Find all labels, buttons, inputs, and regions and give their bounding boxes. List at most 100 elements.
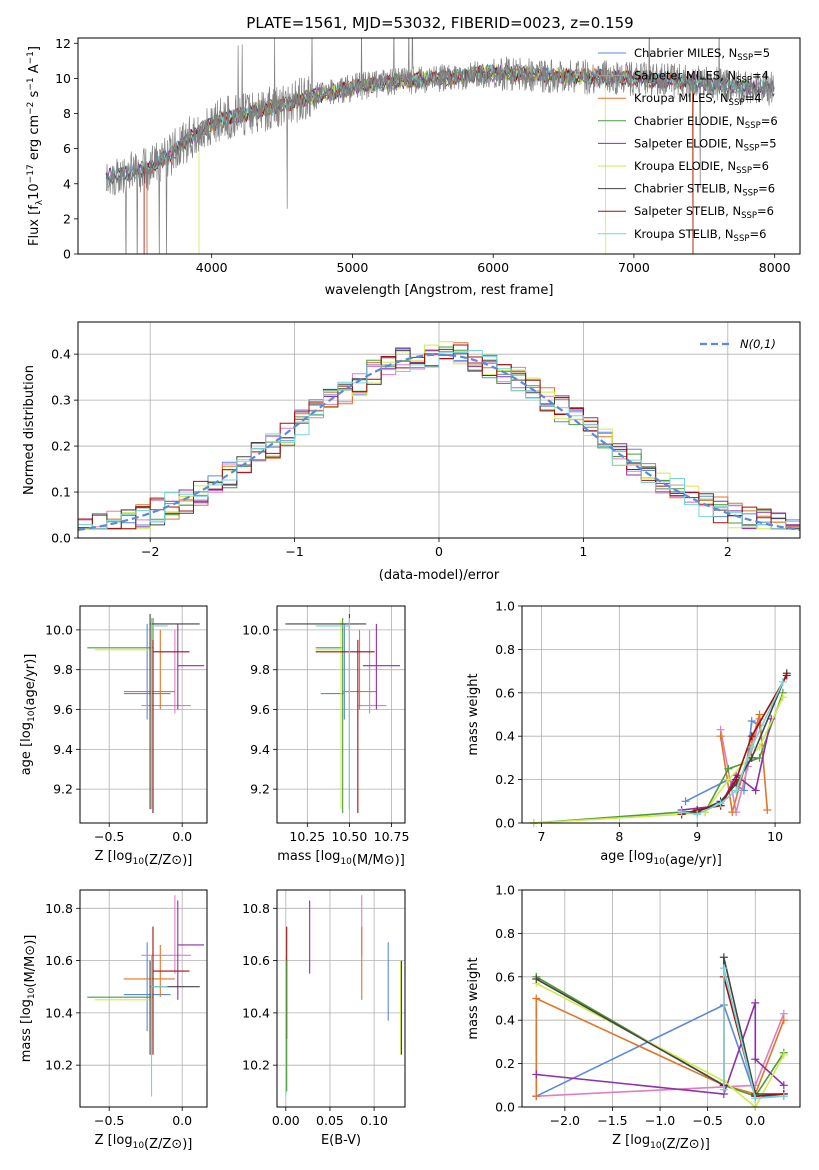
x-tick-label: 0.00 <box>272 1113 300 1128</box>
mass-weight-marker <box>728 808 737 817</box>
y-tick-label: 10.4 <box>242 1005 270 1020</box>
mass-weight-line <box>723 967 784 1100</box>
axes-frame <box>79 889 208 1108</box>
y-tick-label: 9.6 <box>53 702 73 717</box>
x-tick-label: 0.0 <box>745 1113 765 1128</box>
model-spectrum-line <box>143 64 694 254</box>
axes-frame <box>521 889 801 1108</box>
mass-weight-marker <box>751 786 760 795</box>
y-tick-label: 0.4 <box>51 347 71 362</box>
y-tick-label: 10.2 <box>242 1058 270 1073</box>
x-tick-label: −0.5 <box>94 1113 124 1128</box>
x-tick-label: −0.5 <box>94 829 124 844</box>
mass-weight-marker <box>747 717 756 726</box>
axes-frame <box>77 321 801 539</box>
y-tick-label: 9.2 <box>53 782 73 797</box>
x-tick-label: 0.0 <box>172 1113 192 1128</box>
x-tick-label: 10.75 <box>374 829 410 844</box>
y-tick-label: 12 <box>55 36 71 51</box>
y-tick-label: 4 <box>63 176 71 191</box>
y-tick-label: 0.2 <box>495 772 515 787</box>
axes-frame <box>77 37 801 255</box>
y-tick-label: 0.3 <box>51 393 71 408</box>
y-axis-label: Flux [fλ10−17 erg cm−2 s−1 A−1] <box>26 46 45 246</box>
weight-vs-age-panel: 7 8 9 10 0.0 0.2 0.4 0.6 0.8 1.0 age [log10(age/yr… <box>466 599 801 868</box>
x-tick-label: 10.25 <box>289 829 325 844</box>
observed-spectrum-line <box>105 38 775 254</box>
x-tick-label: 4000 <box>196 260 228 275</box>
normal-reference-curve <box>78 353 800 531</box>
x-axis-label: Z [log10(Z/Z⊙)] <box>95 1133 193 1152</box>
x-tick-label: −1 <box>285 544 303 559</box>
spectrum-panel: 4000 5000 6000 7000 8000 0 2 4 6 8 10 12 wavelength … <box>26 36 801 298</box>
x-tick-label: −1.5 <box>597 1113 627 1128</box>
mass-weight-marker <box>778 677 787 686</box>
y-tick-label: 10.8 <box>242 901 270 916</box>
mass-weight-marker <box>719 953 728 962</box>
spectrum-plot-area <box>105 38 775 254</box>
weight-vs-metallicity-panel: −2.0 −1.5 −1.0 −0.5 0.0 0.0 0.2 0.4 0.6 0.8 1.0 Z [… <box>466 883 801 1152</box>
mass-weight-marker <box>747 732 756 741</box>
model-spectrum-line <box>146 64 694 254</box>
mass-weight-line <box>681 675 788 816</box>
x-tick-label: 2 <box>724 544 732 559</box>
y-tick-label: 10.0 <box>45 622 73 637</box>
y-tick-label: 10.6 <box>45 953 73 968</box>
legend-entry: Salpeter ELODIE, NSSP=5 <box>634 136 777 153</box>
legend-entry: N(0,1) <box>740 337 776 351</box>
y-tick-label: 0.2 <box>495 1056 515 1071</box>
mass-weight-marker <box>719 1085 728 1094</box>
x-tick-label: 10.50 <box>332 829 368 844</box>
y-tick-label: 1.0 <box>495 883 515 898</box>
mass-vs-metallicity-panel: −0.5 0.0 10.2 10.4 10.6 10.8 Z [log10(Z/Z⊙)] ma… <box>19 889 208 1152</box>
x-tick-label: 0.0 <box>172 829 192 844</box>
y-axis-label: age [log10(age/yr)] <box>19 654 38 776</box>
legend-entry: Chabrier MILES, NSSP=5 <box>634 46 770 63</box>
mass-weight-line <box>533 696 784 824</box>
y-tick-label: 9.8 <box>53 662 73 677</box>
age-vs-mass-panel: 10.25 10.50 10.75 9.2 9.4 9.6 9.8 10.0 mass [log… <box>242 605 410 868</box>
y-tick-label: 10.6 <box>242 953 270 968</box>
legend-entry: Kroupa MILES, NSSP=4 <box>634 91 761 108</box>
mass-weight-marker <box>763 805 772 814</box>
model-spectrum-line <box>146 63 606 254</box>
x-tick-label: 0 <box>435 544 443 559</box>
mass-weight-marker <box>751 998 760 1007</box>
y-tick-label: 0.0 <box>51 531 71 546</box>
mass-weight-marker <box>532 994 541 1003</box>
figure-title: PLATE=1561, MJD=53032, FIBERID=0023, z=0… <box>246 14 633 32</box>
y-tick-label: 9.4 <box>250 742 270 757</box>
y-tick-label: 2 <box>63 211 71 226</box>
mass-weight-marker <box>732 786 741 795</box>
y-tick-label: 1.0 <box>495 599 515 614</box>
legend-entry: Salpeter MILES, NSSP=4 <box>634 69 769 86</box>
x-tick-label: 6000 <box>477 260 509 275</box>
x-tick-label: 7000 <box>618 260 650 275</box>
mass-weight-line <box>681 681 784 816</box>
x-axis-label: Z [log10(Z/Z⊙)] <box>612 1133 710 1152</box>
mass-vs-ebv-panel: 0.00 0.05 0.10 10.2 10.4 10.6 10.8 E(B-V) <box>242 889 406 1148</box>
mass-weight-line <box>533 692 784 824</box>
axes-frame <box>79 605 208 824</box>
x-axis-label: mass [log10(M/M⊙)] <box>277 849 405 868</box>
x-tick-label: −2.0 <box>550 1113 580 1128</box>
mass-weight-marker <box>677 808 686 817</box>
y-tick-label: 10 <box>55 71 71 86</box>
residual-histogram <box>78 341 800 530</box>
y-axis-label: Normed distribution <box>22 365 37 495</box>
x-tick-label: 8000 <box>759 260 791 275</box>
mass-weight-marker <box>779 1016 788 1025</box>
mass-weight-line <box>535 976 785 1098</box>
x-tick-label: 5000 <box>337 260 369 275</box>
age-vs-metallicity-panel: −0.5 0.0 9.2 9.4 9.6 9.8 10.0 Z [log10(Z/Z⊙)] ag… <box>19 605 208 868</box>
legend-entry: Kroupa ELODIE, NSSP=6 <box>634 159 769 176</box>
mass-weight-marker <box>747 743 756 752</box>
mass-weight-marker <box>779 1050 788 1059</box>
y-tick-label: 9.6 <box>250 702 270 717</box>
y-tick-label: 0.8 <box>495 642 515 657</box>
y-tick-label: 0 <box>63 247 71 262</box>
y-tick-label: 0.1 <box>51 485 71 500</box>
x-tick-label: −1.0 <box>645 1113 675 1128</box>
mass-weight-marker <box>532 1092 541 1101</box>
